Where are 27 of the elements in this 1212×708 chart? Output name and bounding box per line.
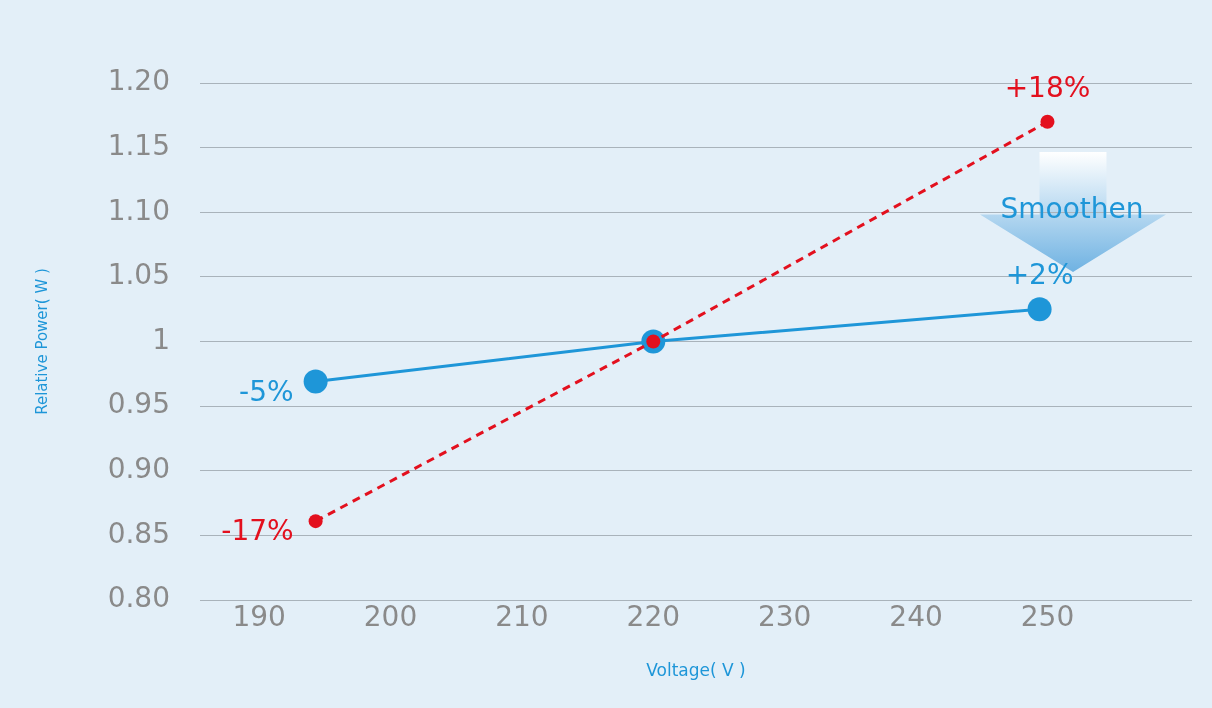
point (303, 369, 328, 394)
point (308, 514, 323, 529)
y-tick-label: 0.80 (107, 581, 170, 615)
y-tick-label: 1.05 (107, 258, 170, 292)
y-tick-label: 0.85 (107, 516, 170, 550)
annotation: -5% (239, 374, 294, 408)
annotation: Smoothen (1000, 192, 1144, 226)
x-tick-label: 240 (889, 600, 943, 634)
annotation: -17% (221, 514, 294, 548)
annotation: +18% (1004, 71, 1091, 105)
point (1027, 297, 1052, 322)
y-tick-label: 1.10 (107, 193, 170, 227)
x-tick-label: 210 (495, 600, 549, 634)
point (1040, 114, 1055, 129)
y-tick-label: 0.90 (107, 452, 170, 486)
y-tick-label: 1.20 (107, 64, 170, 98)
x-tick-label: 200 (363, 600, 418, 634)
annotation: +2% (1005, 258, 1074, 292)
x-tick-label: 220 (626, 600, 681, 634)
y-axis-title: Relative Power( W ) (32, 268, 51, 415)
y-tick-label: 1 (152, 322, 170, 356)
x-tick-label: 190 (232, 600, 286, 634)
x-tick-label: 230 (757, 600, 812, 634)
x-tick-label: 250 (1020, 600, 1075, 634)
y-tick-label: 1.15 (107, 128, 170, 162)
y-tick-label: 0.95 (107, 387, 170, 421)
x-axis-title: Voltage( V ) (646, 660, 746, 681)
